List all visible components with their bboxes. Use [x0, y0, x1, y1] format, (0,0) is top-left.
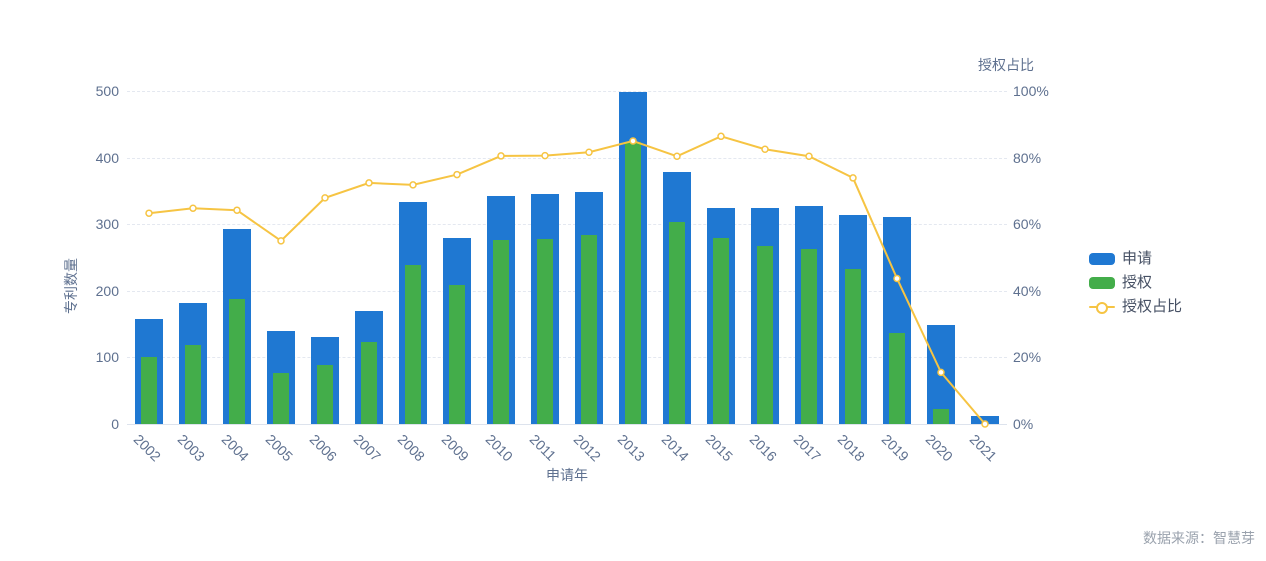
bar-grant-2011[interactable] — [537, 238, 553, 424]
ratio-point-2009[interactable] — [453, 170, 461, 179]
ratio-point-2003[interactable] — [189, 204, 197, 212]
legend: 申请 授权 授权占比 — [1089, 250, 1182, 322]
legend-item-grant[interactable]: 授权 — [1089, 274, 1182, 292]
x-axis-tick-label: 2004 — [218, 431, 253, 465]
y-axis-tick-label: 200 — [95, 282, 119, 299]
legend-swatch-icon — [1089, 253, 1115, 265]
ratio-point-2010[interactable] — [497, 152, 505, 160]
x-axis-tick-label: 2021 — [966, 431, 1001, 465]
ratio-point-2011[interactable] — [541, 151, 549, 160]
bar-grant-2017[interactable] — [801, 248, 817, 424]
y2-axis-tick-label: 0% — [1013, 416, 1034, 432]
bar-grant-2002[interactable] — [141, 357, 157, 424]
bar-grant-2014[interactable] — [669, 221, 685, 424]
ratio-point-2005[interactable] — [277, 237, 285, 245]
ratio-point-2007[interactable] — [365, 179, 373, 187]
gridline — [127, 91, 1007, 92]
bar-grant-2009[interactable] — [449, 284, 465, 424]
legend-line-icon — [1089, 301, 1115, 314]
bar-grant-2010[interactable] — [493, 240, 509, 424]
x-axis-title: 申请年 — [546, 467, 588, 483]
ratio-point-2018[interactable] — [849, 174, 857, 182]
gridline — [127, 357, 1007, 359]
bar-grant-2008[interactable] — [405, 264, 421, 424]
ratio-point-2013[interactable] — [629, 137, 637, 145]
x-axis-tick-label: 2014 — [658, 431, 693, 465]
x-axis-tick-label: 2013 — [614, 431, 649, 465]
x-axis-tick-label: 2007 — [350, 431, 385, 465]
legend-label: 申请 — [1122, 250, 1153, 267]
legend-label: 授权 — [1122, 274, 1153, 291]
y2-axis-tick-label: 40% — [1013, 282, 1042, 299]
x-axis-tick-label: 2008 — [394, 431, 429, 465]
source-note: 数据来源：智慧芽 — [1143, 530, 1255, 546]
ratio-line-series — [145, 132, 989, 428]
bar-apply-2021[interactable] — [971, 416, 999, 424]
ratio-point-2012[interactable] — [585, 148, 593, 157]
bar-grant-2018[interactable] — [845, 269, 861, 424]
ratio-point-2015[interactable] — [717, 132, 725, 141]
y2-axis-tick-label: 80% — [1013, 149, 1042, 166]
bar-grant-2004[interactable] — [229, 298, 245, 424]
y-axis-tick-label: 100 — [95, 349, 119, 366]
bar-grant-2005[interactable] — [273, 372, 289, 424]
legend-line-marker — [1096, 302, 1108, 314]
ratio-point-2016[interactable] — [761, 145, 769, 154]
ratio-point-2004[interactable] — [233, 206, 241, 214]
y-axis-tick-label: 500 — [95, 83, 119, 99]
legend-swatch-icon — [1089, 277, 1115, 289]
bar-grant-2003[interactable] — [185, 345, 201, 424]
x-axis-tick-label: 2018 — [834, 431, 869, 465]
bar-grant-2015[interactable] — [713, 237, 729, 424]
gridline — [127, 224, 1007, 226]
x-axis-tick-label: 2003 — [174, 431, 209, 465]
x-axis-tick-label: 2012 — [570, 431, 605, 465]
x-axis-tick-label: 2016 — [746, 431, 781, 465]
y2-axis-tick-label: 100% — [1013, 83, 1049, 99]
bar-grant-2012[interactable] — [581, 234, 597, 424]
bar-grant-2016[interactable] — [757, 245, 773, 424]
ratio-point-2006[interactable] — [321, 194, 329, 202]
gridline — [127, 290, 1007, 292]
ratio-point-2021[interactable] — [981, 420, 989, 428]
x-axis-tick-label: 2019 — [878, 431, 913, 465]
x-axis-line — [127, 424, 1007, 425]
x-axis-tick-label: 2015 — [702, 431, 737, 465]
ratio-point-2008[interactable] — [409, 181, 417, 189]
legend-item-ratio[interactable]: 授权占比 — [1089, 298, 1182, 316]
legend-label: 授权占比 — [1122, 298, 1183, 315]
bar-grant-2019[interactable] — [889, 333, 905, 424]
x-axis-tick-label: 2005 — [262, 431, 297, 465]
y-axis-tick-label: 0 — [111, 416, 119, 432]
x-axis-tick-label: 2006 — [306, 431, 341, 465]
x-axis-tick-label: 2010 — [482, 431, 517, 465]
bar-grant-2007[interactable] — [361, 342, 377, 424]
x-axis-tick-label: 2020 — [922, 431, 957, 465]
ratio-point-2020[interactable] — [937, 368, 945, 377]
bar-grant-2020[interactable] — [933, 408, 949, 424]
x-axis-tick-label: 2017 — [790, 431, 825, 465]
ratio-point-2014[interactable] — [673, 152, 681, 161]
gridline — [127, 157, 1007, 159]
bar-grant-2013[interactable] — [625, 141, 641, 424]
bar-grant-2006[interactable] — [317, 364, 333, 424]
legend-item-apply[interactable]: 申请 — [1089, 250, 1182, 268]
y-axis-tick-label: 400 — [95, 149, 119, 166]
ratio-point-2002[interactable] — [145, 209, 153, 217]
ratio-point-2017[interactable] — [805, 152, 813, 161]
x-axis-tick-label: 2009 — [438, 431, 473, 465]
ratio-line — [148, 135, 986, 425]
y2-axis-tick-label: 60% — [1013, 216, 1042, 233]
y-axis-tick-label: 300 — [95, 216, 119, 233]
x-axis-tick-label: 2011 — [526, 431, 560, 464]
x-axis-tick-label: 2002 — [130, 431, 165, 465]
right-axis-title: 授权占比 — [978, 57, 1034, 73]
ratio-point-2019[interactable] — [893, 274, 901, 283]
y2-axis-tick-label: 20% — [1013, 349, 1042, 366]
